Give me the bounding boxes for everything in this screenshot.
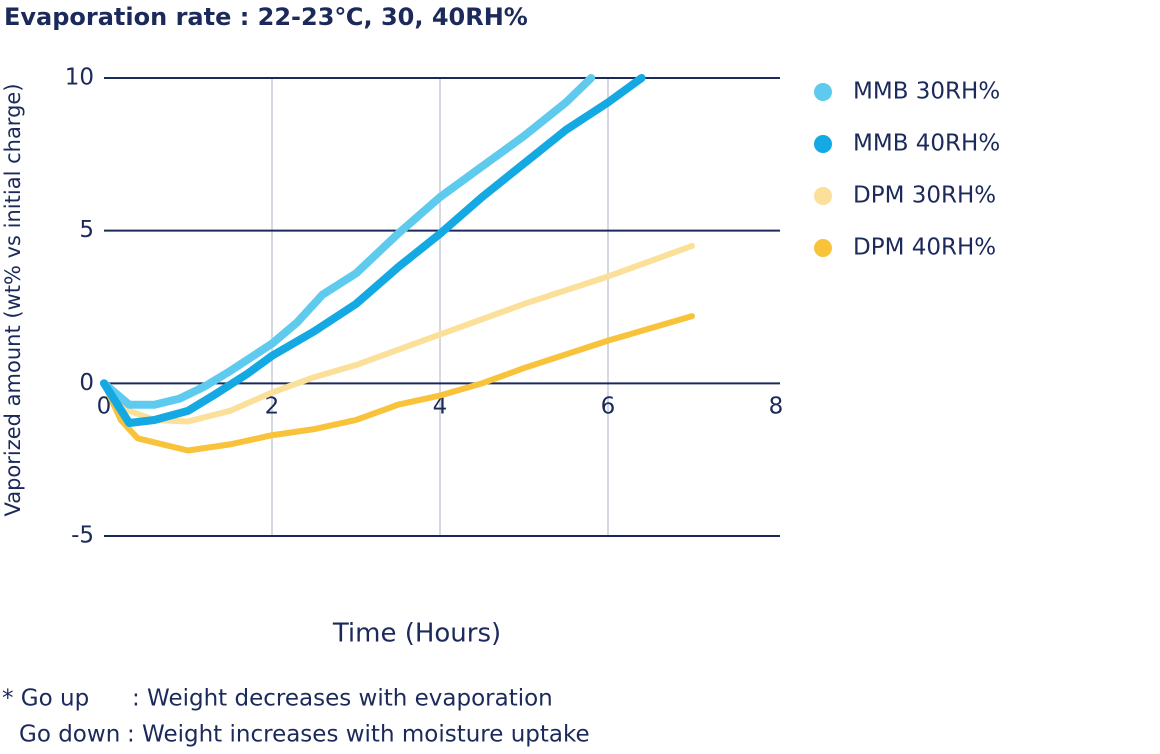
legend-marker (814, 239, 832, 257)
legend-label: MMB 40RH% (853, 131, 1000, 157)
y-tick-label: 5 (79, 217, 94, 243)
legend-marker (814, 187, 832, 205)
x-tick-label: 6 (601, 394, 616, 420)
y-tick-label: 10 (65, 65, 94, 91)
data-line (100, 74, 596, 409)
legend-marker (814, 83, 832, 101)
x-tick-label: 4 (433, 394, 448, 420)
data-line (100, 74, 646, 428)
y-tick-label: 0 (79, 370, 94, 396)
legend-label: DPM 30RH% (853, 183, 996, 209)
x-tick-label: 0 (97, 394, 112, 420)
note-term: * Go up (2, 686, 89, 712)
data-line (101, 313, 695, 454)
legend-marker (814, 135, 832, 153)
x-tick-label: 8 (769, 394, 784, 420)
y-tick-label: -5 (71, 523, 94, 549)
note-term: Go down (19, 722, 120, 748)
x-tick-label: 2 (265, 394, 280, 420)
note-text: : Weight increases with moisture uptake (127, 722, 590, 748)
note-text: : Weight decreases with evaporation (132, 686, 553, 712)
x-axis-label: Time (Hours) (332, 619, 501, 649)
chart-title: Evaporation rate : 22-23℃, 30, 40RH% (4, 3, 528, 31)
y-axis-label: Vaporized amount (wt% vs initial charge) (1, 83, 25, 516)
legend-label: MMB 30RH% (853, 79, 1000, 105)
legend-label: DPM 40RH% (853, 235, 996, 261)
